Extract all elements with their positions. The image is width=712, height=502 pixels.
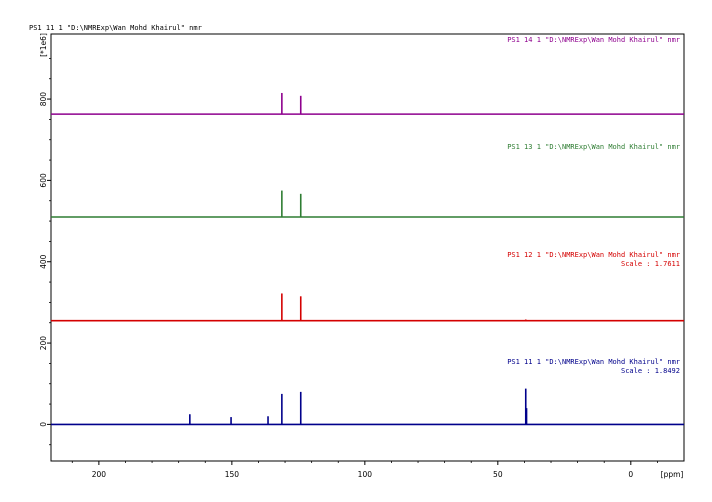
- x-tick-label: 50: [493, 470, 503, 479]
- series-1-scale: Scale : 1.8492: [621, 367, 680, 375]
- x-tick-label: 0: [628, 470, 633, 479]
- x-tick-label: 150: [225, 470, 240, 479]
- spectrum-1: [51, 388, 684, 426]
- series-4-label: PS1 14 1 "D:\NMRExp\Wan Mohd Khairul" nm…: [507, 36, 680, 44]
- spectra-layer: [51, 92, 684, 426]
- series-1-label: PS1 11 1 "D:\NMRExp\Wan Mohd Khairul" nm…: [507, 358, 680, 366]
- y-tick-label: 800: [39, 92, 48, 107]
- y-tick-label: 400: [39, 254, 48, 269]
- spectrum-2: [51, 293, 684, 322]
- axes-layer: 200 150 100 50 0 [ppm] 0 200 400 600 800 [*1e6]: [39, 33, 683, 479]
- series-2-label: PS1 12 1 "D:\NMRExp\Wan Mohd Khairul" nm…: [507, 251, 680, 259]
- spectrum-4: [51, 92, 684, 115]
- y-tick-label: 600: [39, 173, 48, 188]
- series-labels-layer: PS1 11 1 "D:\NMRExp\Wan Mohd Khairul" nm…: [507, 36, 680, 375]
- x-tick-label: 100: [358, 470, 373, 479]
- spectrum-3: [51, 190, 684, 218]
- x-axis-label: [ppm]: [661, 470, 684, 479]
- x-tick-label: 200: [92, 470, 107, 479]
- series-2-scale: Scale : 1.7611: [621, 260, 680, 268]
- series-3-label: PS1 13 1 "D:\NMRExp\Wan Mohd Khairul" nm…: [507, 143, 680, 151]
- y-tick-label: 200: [39, 336, 48, 351]
- plot-header: PS1 11 1 "D:\NMRExp\Wan Mohd Khairul" nm…: [29, 24, 202, 32]
- plot-frame: [50, 33, 685, 462]
- y-tick-label: 0: [39, 422, 48, 427]
- y-axis-label: [*1e6]: [39, 33, 48, 57]
